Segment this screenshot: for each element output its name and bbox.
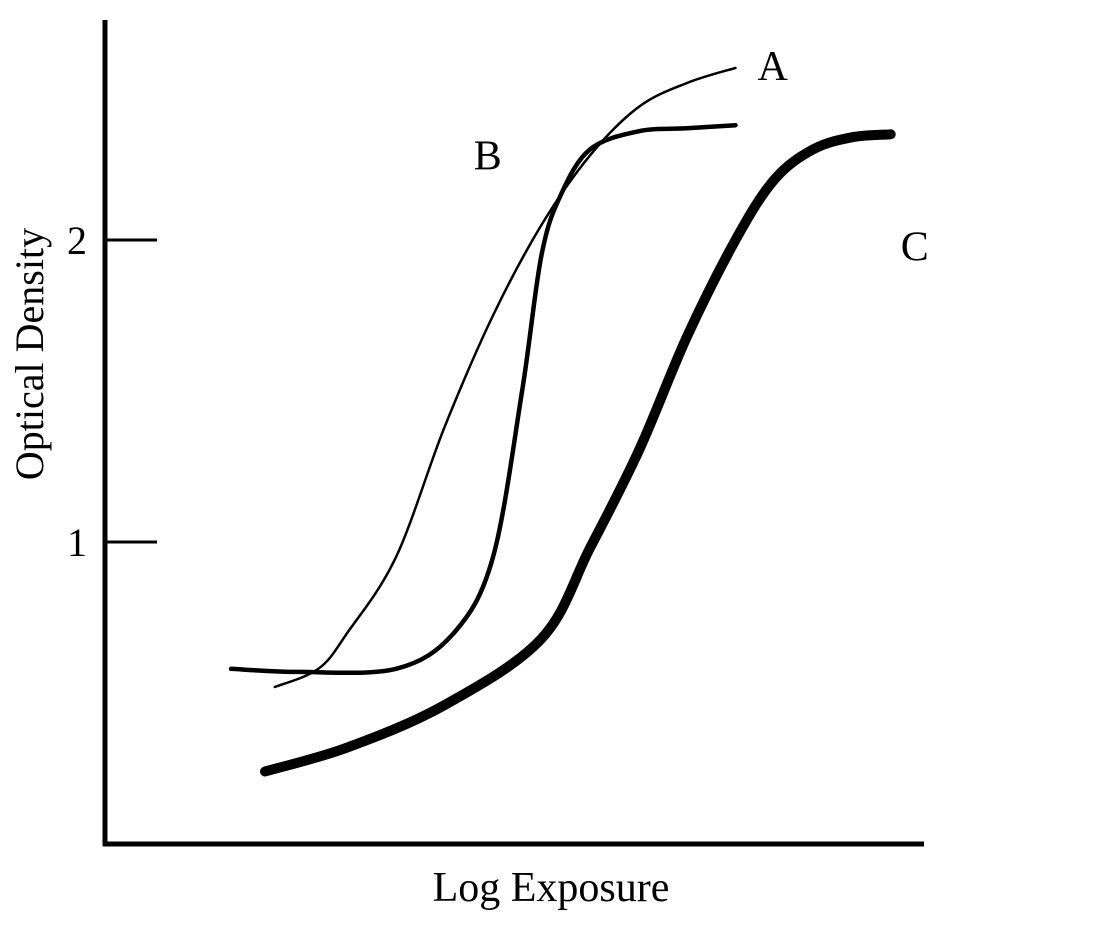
curve-labels: A B C	[474, 44, 929, 271]
y-ticks: 12	[67, 218, 157, 565]
y-axis-label: Optical Density	[7, 228, 52, 480]
series-a-label: A	[758, 44, 789, 90]
series-c-line	[260, 129, 896, 777]
y-tick-label: 1	[67, 520, 87, 565]
series-b-line	[228, 122, 738, 676]
x-axis-label: Log Exposure	[433, 865, 670, 911]
series-a-line	[273, 66, 737, 689]
y-tick-label: 2	[67, 218, 87, 263]
axes	[102, 20, 924, 847]
series-b-label: B	[474, 133, 502, 179]
curves	[228, 66, 896, 777]
series-c-label: C	[901, 225, 929, 271]
